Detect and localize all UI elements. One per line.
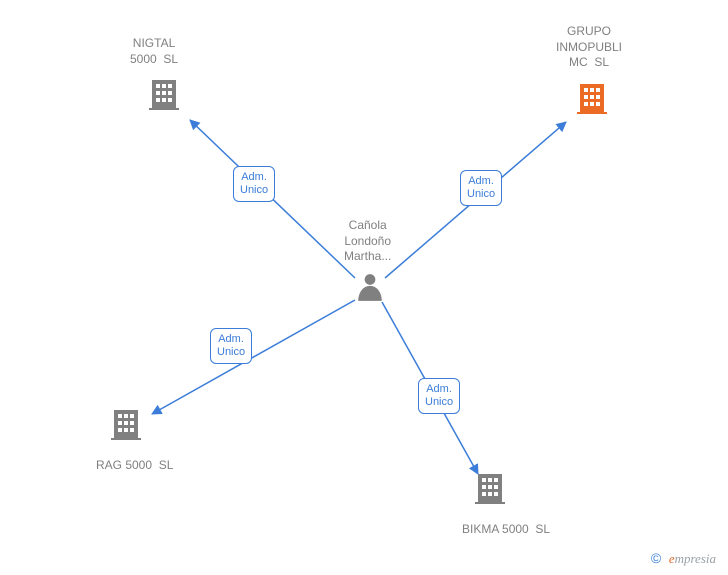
copyright-symbol: © <box>651 550 661 566</box>
edge-label: Adm. Unico <box>418 378 460 414</box>
edge-to-rag <box>152 300 355 414</box>
center-label: Cañola Londoño Martha... <box>344 218 391 265</box>
edge-label: Adm. Unico <box>210 328 252 364</box>
person-icon <box>357 272 383 307</box>
edge-label: Adm. Unico <box>460 170 502 206</box>
footer: © empresia <box>651 550 716 567</box>
brand-rest: mpresia <box>675 551 716 566</box>
building-icon <box>149 78 179 115</box>
building-icon <box>111 408 141 445</box>
node-label-rag: RAG 5000 SL <box>96 458 173 474</box>
node-label-nigtal: NIGTAL 5000 SL <box>130 36 178 67</box>
building-icon-highlight <box>577 82 607 119</box>
building-icon <box>475 472 505 509</box>
node-label-bikma: BIKMA 5000 SL <box>462 522 550 538</box>
edge-label: Adm. Unico <box>233 166 275 202</box>
node-label-grupo: GRUPO INMOPUBLI MC SL <box>556 24 622 71</box>
